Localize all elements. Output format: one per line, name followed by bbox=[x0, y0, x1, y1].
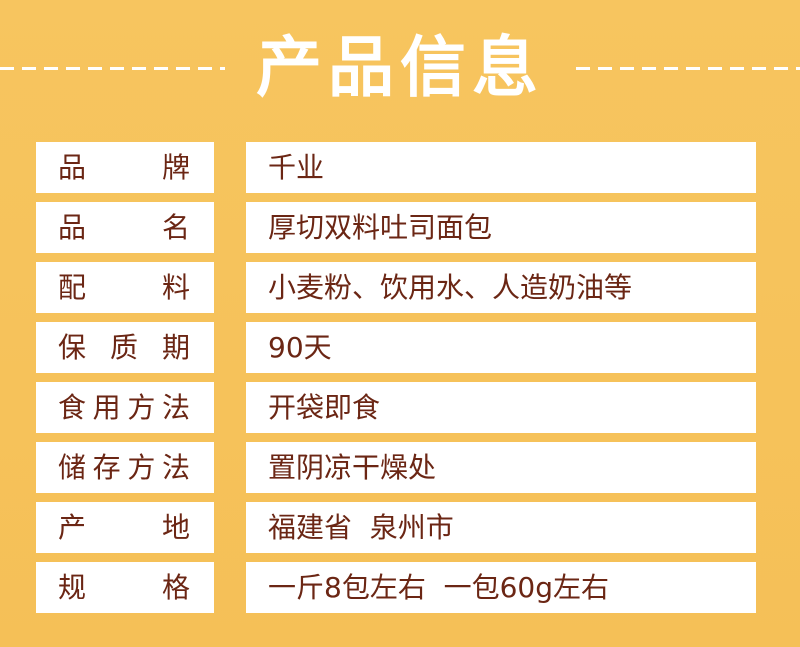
row-value: 厚切双料吐司面包 bbox=[246, 202, 756, 253]
row-value: 一斤8包左右 一包60g左右 bbox=[246, 562, 756, 613]
page-title: 产品信息 bbox=[256, 29, 544, 106]
row-value: 千业 bbox=[246, 142, 756, 193]
row-value: 置阴凉干燥处 bbox=[246, 442, 756, 493]
row-label-cell: 保质期 bbox=[36, 322, 214, 373]
row-label: 储存方法 bbox=[58, 451, 197, 484]
row-label-cell: 规格 bbox=[36, 562, 214, 613]
table-row: 储存方法 置阴凉干燥处 bbox=[36, 442, 756, 493]
row-value: 小麦粉、饮用水、人造奶油等 bbox=[246, 262, 756, 313]
row-label-cell: 储存方法 bbox=[36, 442, 214, 493]
row-label: 品牌 bbox=[58, 151, 190, 184]
table-row: 品牌 千业 bbox=[36, 142, 756, 193]
title-dashed-line-left bbox=[0, 67, 225, 70]
row-label: 规格 bbox=[58, 571, 190, 604]
row-label-cell: 产地 bbox=[36, 502, 214, 553]
row-label-cell: 食用方法 bbox=[36, 382, 214, 433]
row-value: 开袋即食 bbox=[246, 382, 756, 433]
row-label-cell: 品牌 bbox=[36, 142, 214, 193]
row-label: 食用方法 bbox=[58, 391, 197, 424]
row-label-cell: 配料 bbox=[36, 262, 214, 313]
table-row: 品名 厚切双料吐司面包 bbox=[36, 202, 756, 253]
table-row: 配料 小麦粉、饮用水、人造奶油等 bbox=[36, 262, 756, 313]
table-row: 产地 福建省 泉州市 bbox=[36, 502, 756, 553]
table-row: 规格 一斤8包左右 一包60g左右 bbox=[36, 562, 756, 613]
table-row: 食用方法 开袋即食 bbox=[36, 382, 756, 433]
row-value: 福建省 泉州市 bbox=[246, 502, 756, 553]
row-label: 品名 bbox=[58, 211, 190, 244]
table-row: 保质期 90天 bbox=[36, 322, 756, 373]
row-value: 90天 bbox=[246, 322, 756, 373]
row-label-cell: 品名 bbox=[36, 202, 214, 253]
row-label: 配料 bbox=[58, 271, 190, 304]
row-label: 产地 bbox=[58, 511, 190, 544]
row-label: 保质期 bbox=[58, 331, 214, 364]
title-dashed-line-right bbox=[576, 67, 800, 70]
